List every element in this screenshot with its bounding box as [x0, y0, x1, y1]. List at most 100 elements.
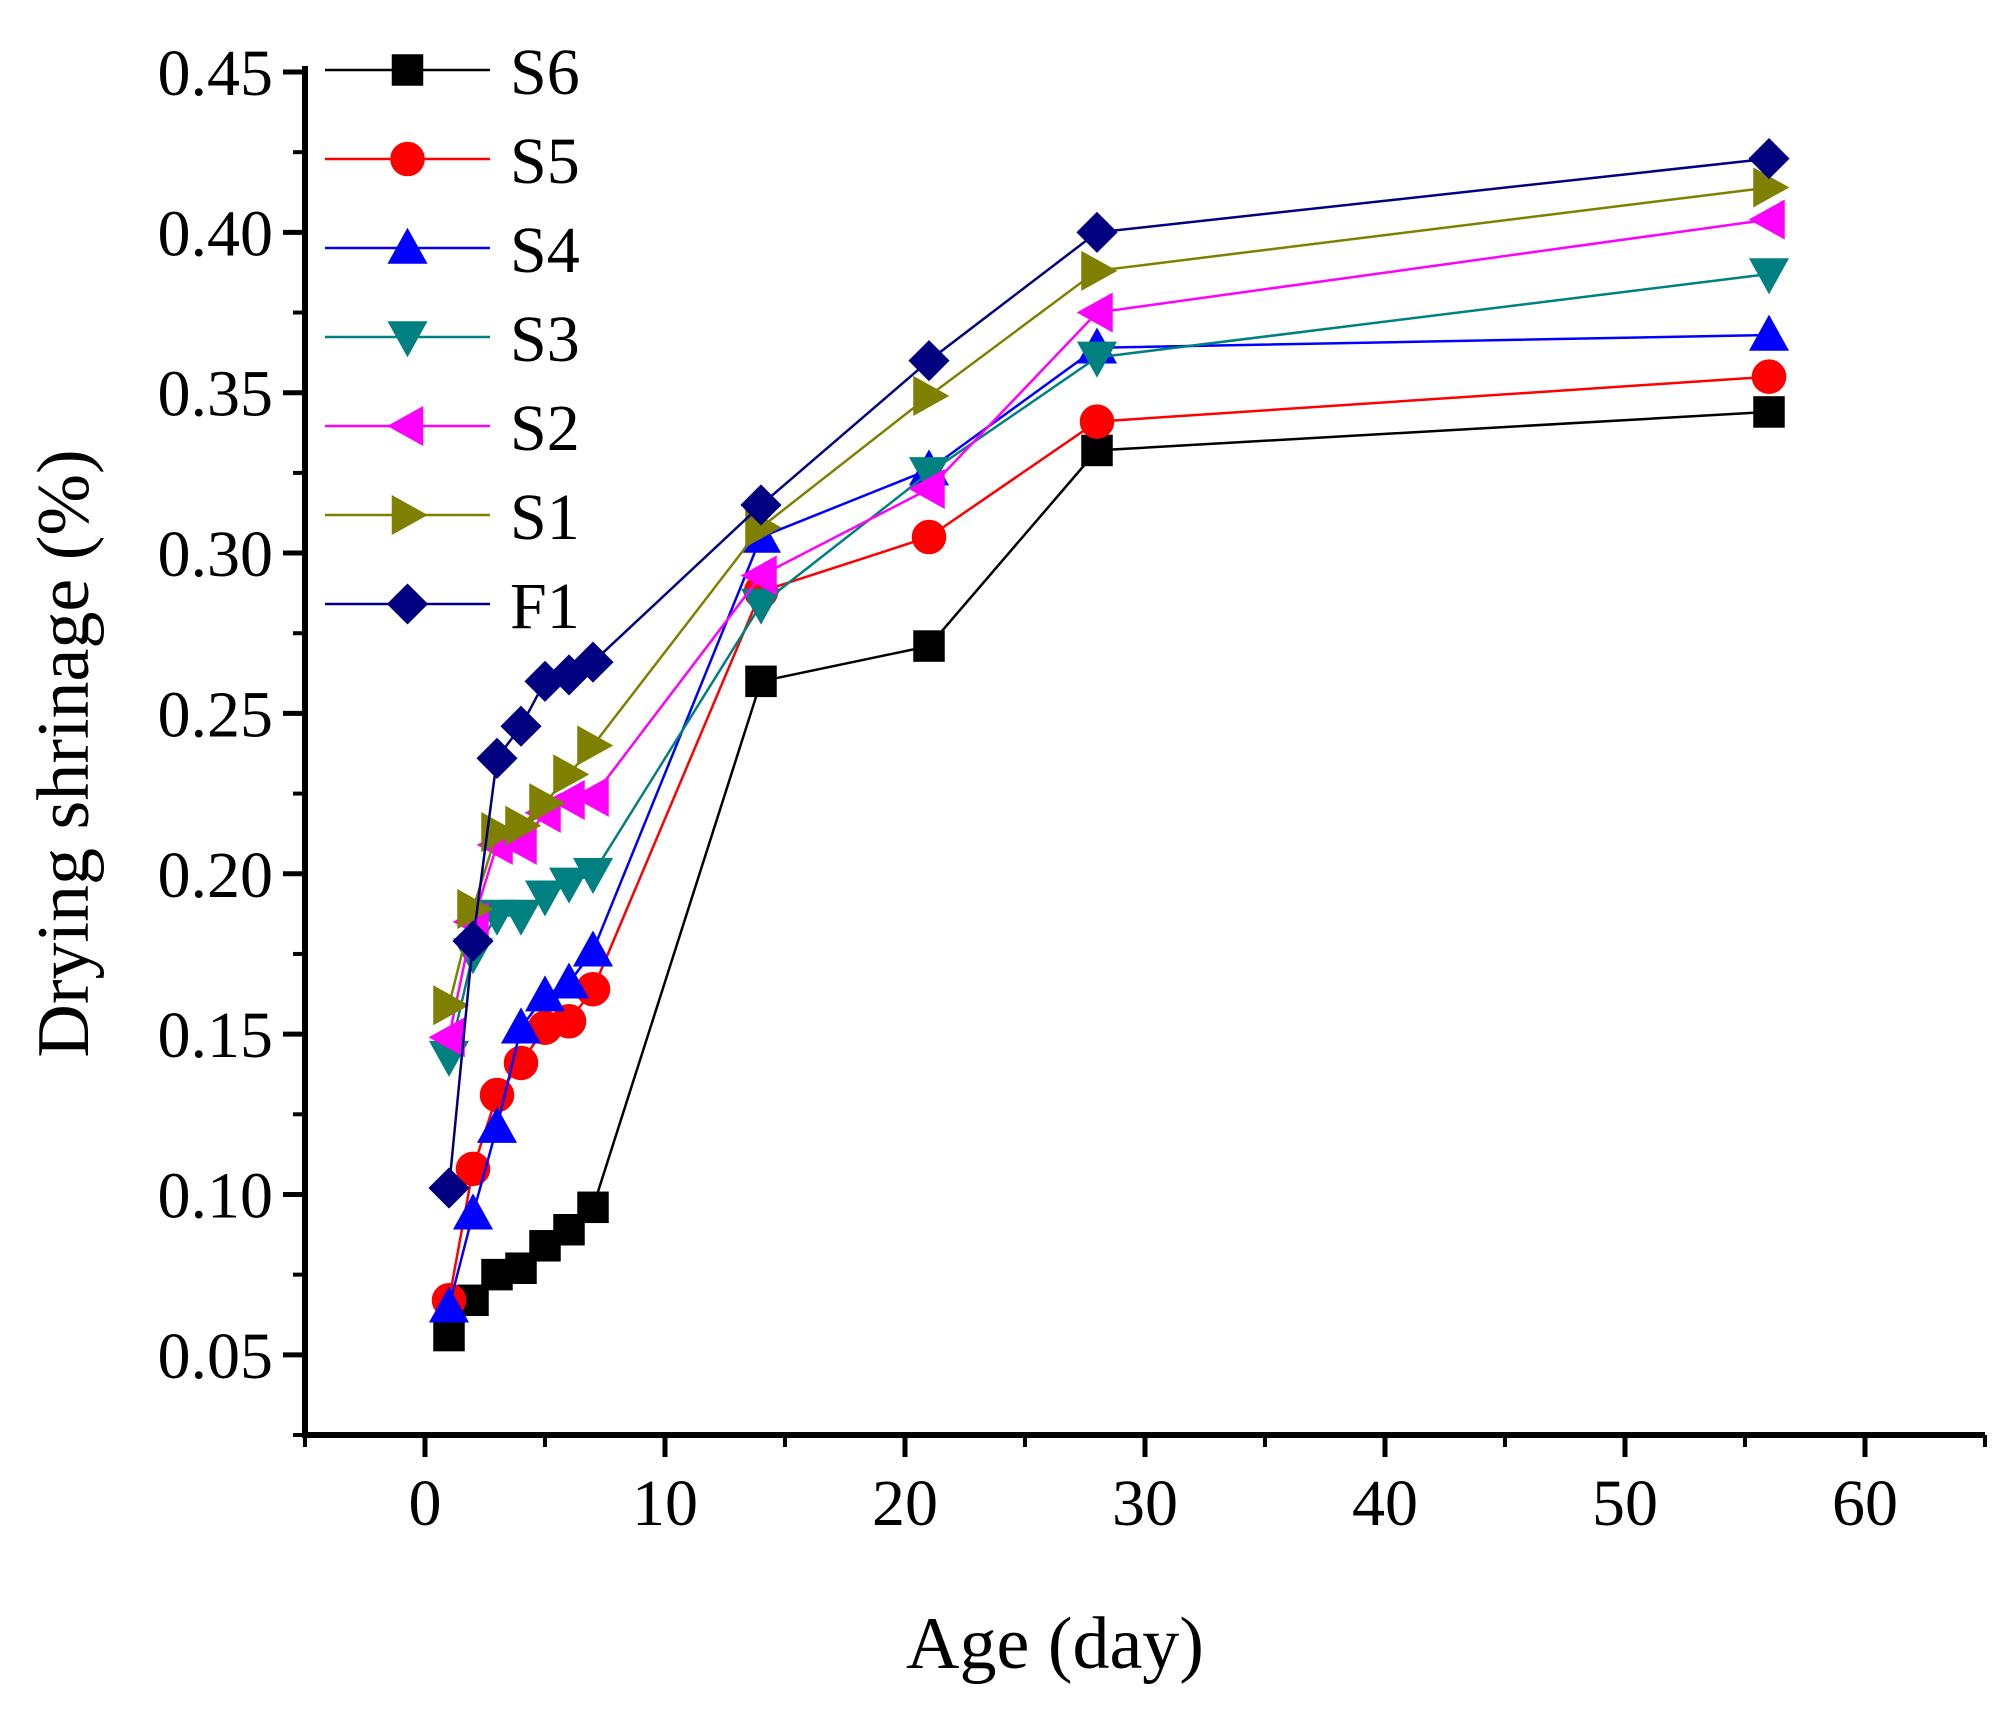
- series-S5: [431, 359, 1787, 1318]
- data-point-marker: [740, 588, 782, 625]
- data-point-marker: [500, 1007, 542, 1044]
- data-point-marker: [1081, 250, 1118, 291]
- data-point-marker: [577, 1191, 609, 1224]
- legend-label: S6: [510, 36, 580, 109]
- data-point-marker: [391, 54, 424, 86]
- legend-item-S6: S6: [325, 36, 580, 109]
- data-point-marker: [1081, 434, 1113, 467]
- data-point-marker: [908, 468, 945, 509]
- data-point-marker: [1076, 211, 1118, 253]
- legend-item-S3: S3: [325, 303, 580, 376]
- legend-item-S1: S1: [325, 481, 580, 554]
- data-point-marker: [572, 641, 614, 683]
- data-point-marker: [572, 858, 614, 895]
- series-line-S6: [447, 410, 1770, 1337]
- y-tick-label: 0.20: [158, 839, 274, 912]
- data-point-marker: [428, 1286, 470, 1323]
- series-line-S5: [447, 375, 1770, 1301]
- data-point-marker: [1079, 404, 1115, 439]
- data-point-marker: [745, 665, 777, 698]
- x-tick-label: 10: [632, 1467, 698, 1540]
- x-axis-title: Age (day): [906, 1603, 1204, 1685]
- data-point-marker: [476, 737, 518, 779]
- data-point-marker: [908, 340, 950, 382]
- legend-label: S1: [510, 481, 580, 554]
- data-point-marker: [524, 880, 566, 917]
- data-point-marker: [548, 867, 590, 904]
- data-point-marker: [1753, 167, 1790, 208]
- data-point-marker: [505, 805, 542, 846]
- legend-label: S2: [510, 392, 580, 465]
- series-S6: [433, 396, 1785, 1352]
- data-point-marker: [455, 1151, 491, 1187]
- series-layer: [428, 138, 1790, 1352]
- legend-label: S4: [510, 214, 580, 287]
- data-point-marker: [386, 583, 429, 625]
- legend-item-S2: S2: [325, 392, 580, 465]
- data-point-marker: [553, 754, 590, 795]
- data-point-marker: [476, 1106, 518, 1143]
- series-S4: [428, 314, 1790, 1323]
- x-tick-label: 20: [872, 1467, 938, 1540]
- data-point-marker: [551, 1004, 587, 1039]
- data-point-marker: [390, 141, 425, 177]
- y-tick-label: 0.25: [158, 678, 274, 751]
- y-tick-label: 0.15: [158, 999, 274, 1072]
- data-point-marker: [1748, 314, 1790, 351]
- data-point-marker: [1076, 292, 1113, 333]
- data-point-marker: [433, 1319, 465, 1352]
- data-point-marker: [1751, 359, 1787, 394]
- data-point-marker: [1748, 258, 1790, 295]
- legend-label: S5: [510, 125, 580, 198]
- data-point-marker: [577, 725, 614, 766]
- data-point-marker: [503, 1045, 539, 1081]
- x-tick-label: 50: [1592, 1467, 1658, 1540]
- data-point-marker: [387, 227, 428, 264]
- x-axis-ticks: 0 10 20 30 40 50 60: [303, 1435, 1987, 1540]
- y-tick-label: 0.30: [158, 518, 274, 591]
- x-tick-label: 0: [409, 1467, 442, 1540]
- data-point-marker: [387, 321, 428, 358]
- legend-item-F1: F1: [325, 570, 580, 643]
- y-tick-label: 0.10: [158, 1159, 274, 1232]
- x-tick-label: 40: [1352, 1467, 1418, 1540]
- data-point-marker: [548, 962, 590, 999]
- series-S1: [433, 167, 1790, 1026]
- data-point-marker: [1076, 341, 1118, 378]
- y-tick-label: 0.40: [158, 197, 274, 270]
- data-point-marker: [913, 375, 950, 416]
- series-S2: [428, 199, 1785, 1058]
- data-point-marker: [1748, 199, 1785, 240]
- legend-label: F1: [510, 570, 580, 643]
- series-line-S4: [447, 333, 1770, 1308]
- series-F1: [428, 138, 1790, 1209]
- y-tick-label: 0.05: [158, 1320, 274, 1393]
- data-point-marker: [911, 519, 947, 555]
- x-tick-label: 60: [1832, 1467, 1898, 1540]
- data-point-marker: [391, 494, 428, 536]
- legend: S6 S5 S4 S3 S2 S1 F1: [325, 36, 580, 643]
- data-point-marker: [481, 812, 518, 853]
- data-point-marker: [452, 920, 494, 962]
- data-point-marker: [572, 930, 614, 967]
- x-tick-label: 30: [1112, 1467, 1178, 1540]
- data-point-marker: [500, 899, 542, 936]
- data-point-marker: [740, 484, 782, 526]
- y-tick-label: 0.45: [158, 37, 274, 110]
- data-point-marker: [387, 405, 424, 447]
- series-line-S3: [447, 272, 1770, 1057]
- y-tick-label: 0.35: [158, 358, 274, 431]
- series-S3: [428, 258, 1790, 1077]
- data-point-marker: [572, 776, 609, 817]
- legend-label: S3: [510, 303, 580, 376]
- legend-item-S5: S5: [325, 125, 580, 198]
- data-point-marker: [500, 705, 542, 747]
- data-point-marker: [1753, 396, 1785, 428]
- data-point-marker: [529, 783, 566, 824]
- data-point-marker: [433, 985, 470, 1026]
- data-point-marker: [913, 630, 945, 662]
- legend-item-S4: S4: [325, 214, 580, 287]
- data-point-marker: [452, 1193, 494, 1230]
- data-point-marker: [1748, 138, 1790, 180]
